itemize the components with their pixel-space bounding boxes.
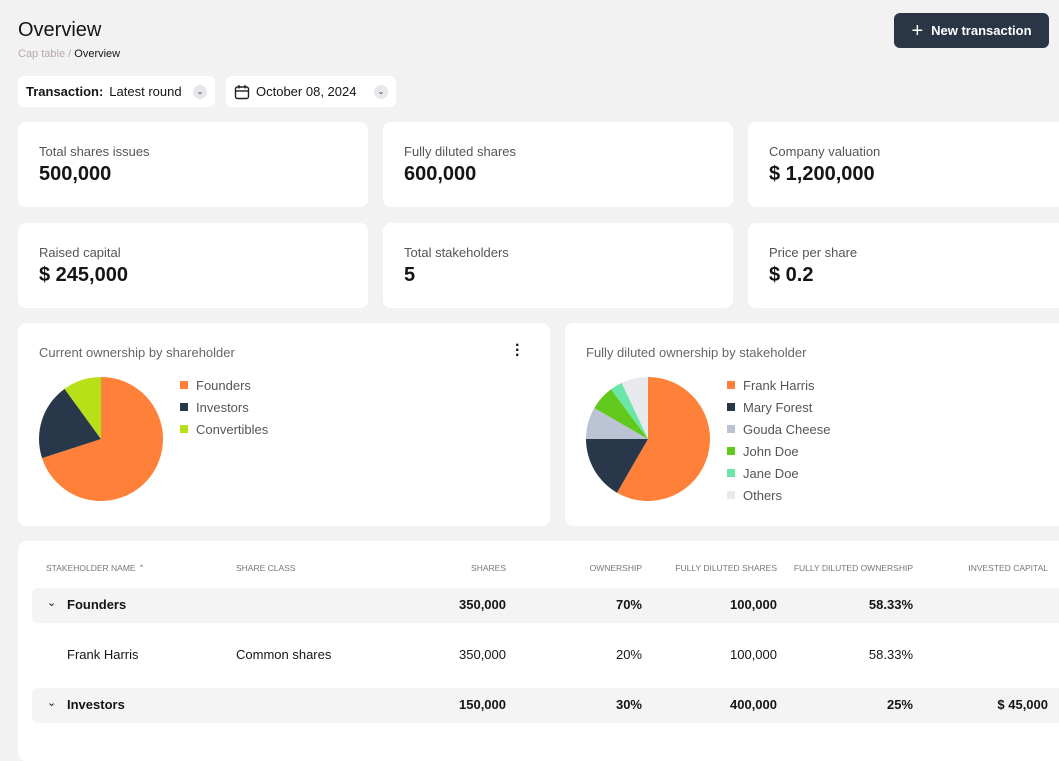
cell-shares: 350,000 bbox=[459, 647, 506, 662]
cell-ownership: 20% bbox=[615, 647, 642, 662]
cell-name: Investors bbox=[67, 697, 125, 712]
column-header-ownership[interactable]: Ownership bbox=[589, 563, 642, 573]
cap-table bbox=[18, 541, 1059, 761]
column-header-shares[interactable]: Shares bbox=[471, 563, 506, 573]
legend-item[interactable]: Gouda Cheese bbox=[727, 418, 830, 440]
stat-fully-diluted: Fully diluted shares 600,000 bbox=[383, 122, 733, 207]
column-header-fd-ownership[interactable]: Fully diluted ownership bbox=[793, 563, 913, 573]
chevron-down-icon: ⌄ bbox=[374, 84, 388, 99]
legend-swatch bbox=[727, 403, 735, 411]
table-group-row[interactable] bbox=[32, 688, 1059, 723]
calendar-icon bbox=[234, 84, 250, 99]
pie-chart bbox=[38, 377, 163, 501]
chart-current-ownership: Current ownership by shareholder · · · Fou… bbox=[18, 323, 550, 526]
stat-price-per-share: Price per share $ 0.2 bbox=[748, 223, 1059, 308]
breadcrumb-cap-table[interactable]: Cap table bbox=[18, 48, 66, 60]
chevron-down-icon[interactable]: ⌄ bbox=[47, 697, 57, 709]
breadcrumb: Cap table / Overview bbox=[18, 48, 121, 60]
cell-name: Founders bbox=[67, 597, 127, 612]
pie-slice-jane-doe[interactable] bbox=[611, 382, 648, 439]
pie-slice-gouda-cheese[interactable] bbox=[586, 408, 648, 439]
pie-slice-founders[interactable] bbox=[42, 377, 163, 501]
cell-shares: 350,000 bbox=[459, 597, 506, 612]
sort-asc-icon: ⌃ bbox=[137, 563, 146, 573]
chart-fully-diluted-ownership: Fully diluted ownership by stakeholder F… bbox=[565, 323, 1059, 526]
cell-ownership: 70% bbox=[615, 597, 642, 612]
legend-swatch bbox=[727, 447, 735, 455]
page-title: Overview bbox=[18, 19, 102, 41]
stat-valuation: Company valuation $ 1,200,000 bbox=[748, 122, 1059, 207]
pie-slice-others[interactable] bbox=[621, 377, 648, 439]
legend-item[interactable]: Others bbox=[727, 484, 830, 506]
column-header-invested[interactable]: Invested capital bbox=[968, 563, 1048, 573]
legend-swatch bbox=[180, 381, 188, 389]
legend-swatch bbox=[727, 381, 735, 389]
legend-swatch bbox=[180, 403, 188, 411]
table-group-row[interactable] bbox=[32, 588, 1059, 623]
transaction-select[interactable]: Transaction: Latest round ⌄ bbox=[18, 76, 215, 107]
cell-fd-shares: 100,000 bbox=[730, 597, 777, 612]
chart-legend: Frank Harris Mary Forest Gouda Cheese John … bbox=[727, 374, 830, 506]
legend-item[interactable]: Frank Harris bbox=[727, 374, 830, 396]
date-select[interactable]: October 08, 2024 ⌄ bbox=[226, 76, 396, 107]
cell-invested: $ 45,000 bbox=[997, 697, 1048, 712]
legend-item[interactable]: Mary Forest bbox=[727, 396, 830, 418]
legend-swatch bbox=[727, 469, 735, 477]
plus-icon: + bbox=[911, 19, 924, 42]
legend-swatch bbox=[727, 425, 735, 433]
legend-item[interactable]: Convertibles bbox=[180, 418, 268, 440]
stat-total-shares: Total shares issues 500,000 bbox=[18, 122, 368, 207]
cell-ownership: 30% bbox=[615, 697, 642, 712]
cell-fd-shares: 100,000 bbox=[730, 647, 777, 662]
legend-swatch bbox=[727, 491, 735, 499]
new-transaction-button[interactable]: + New transaction bbox=[894, 13, 1049, 48]
column-header-fd-shares[interactable]: Fully diluted shares bbox=[675, 563, 777, 573]
breadcrumb-overview: Overview bbox=[74, 48, 121, 60]
column-header-share-class[interactable]: Share class bbox=[236, 563, 296, 573]
cell-name: Frank Harris bbox=[67, 647, 139, 662]
stat-raised-capital: Raised capital $ 245,000 bbox=[18, 223, 368, 308]
chart-legend: Founders Investors Convertibles bbox=[180, 374, 268, 440]
more-options-icon[interactable]: · · · bbox=[515, 337, 521, 364]
cell-fd-shares: 400,000 bbox=[730, 697, 777, 712]
pie-slice-john-doe[interactable] bbox=[594, 389, 648, 439]
chevron-down-icon[interactable]: ⌄ bbox=[47, 597, 57, 609]
stat-stakeholders: Total stakeholders 5 bbox=[383, 223, 733, 308]
pie-slice-convertibles[interactable] bbox=[64, 377, 101, 439]
cell-fd-ownership: 58.33% bbox=[868, 647, 913, 662]
pie-slice-investors[interactable] bbox=[38, 388, 101, 459]
legend-item[interactable]: Founders bbox=[180, 374, 268, 396]
cell-fd-ownership: 58.33% bbox=[868, 597, 913, 612]
legend-swatch bbox=[180, 425, 188, 433]
legend-item[interactable]: Investors bbox=[180, 396, 268, 418]
legend-item[interactable]: John Doe bbox=[727, 440, 830, 462]
legend-item[interactable]: Jane Doe bbox=[727, 462, 830, 484]
cell-share-class: Common shares bbox=[236, 647, 332, 662]
chevron-down-icon: ⌄ bbox=[193, 84, 207, 99]
cell-shares: 150,000 bbox=[459, 697, 506, 712]
pie-chart bbox=[586, 377, 710, 501]
column-header-stakeholder[interactable]: Stakeholder name ⌃ bbox=[46, 563, 146, 573]
cell-fd-ownership: 25% bbox=[886, 697, 913, 712]
pie-slice-mary-forest[interactable] bbox=[586, 439, 648, 493]
pie-slice-frank-harris[interactable] bbox=[617, 377, 710, 501]
